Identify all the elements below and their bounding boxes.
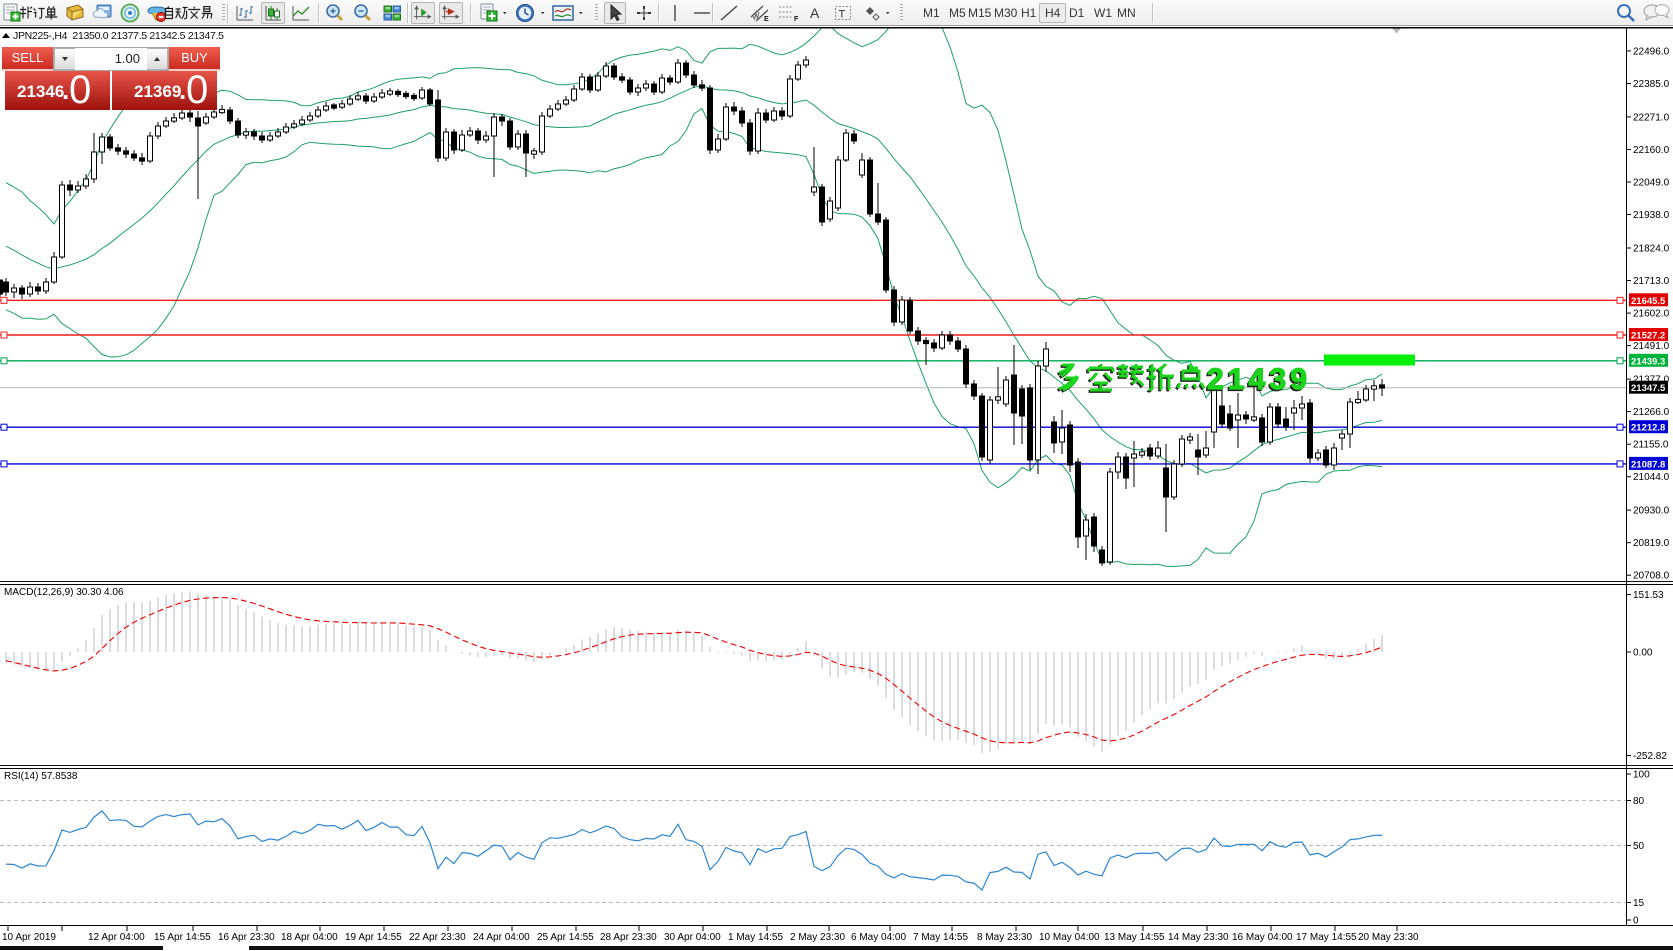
- svg-text:20819.0: 20819.0: [1633, 538, 1670, 549]
- svg-text:14 May 23:30: 14 May 23:30: [1168, 932, 1229, 943]
- svg-text:A: A: [810, 5, 820, 21]
- svg-text:7 May 14:55: 7 May 14:55: [913, 932, 968, 943]
- svg-text:21491.0: 21491.0: [1633, 341, 1670, 352]
- svg-text:21527.2: 21527.2: [1631, 331, 1665, 342]
- svg-text:21713.0: 21713.0: [1633, 276, 1670, 287]
- svg-text:22271.0: 22271.0: [1633, 112, 1670, 123]
- svg-text:21439: 21439: [1206, 364, 1306, 397]
- svg-text:16 Apr 23:30: 16 Apr 23:30: [218, 932, 275, 943]
- svg-text:21087.8: 21087.8: [1631, 459, 1665, 470]
- svg-text:21439: 21439: [1207, 363, 1307, 396]
- svg-text:28 Apr 23:30: 28 Apr 23:30: [600, 932, 657, 943]
- svg-text:-252.82: -252.82: [1633, 751, 1667, 762]
- svg-text:F: F: [794, 16, 799, 23]
- svg-text:12 Apr 04:00: 12 Apr 04:00: [88, 932, 145, 943]
- svg-text:24 Apr 04:00: 24 Apr 04:00: [473, 932, 530, 943]
- svg-text:22 Apr 23:30: 22 Apr 23:30: [409, 932, 466, 943]
- svg-text:10 Apr 2019: 10 Apr 2019: [2, 932, 56, 943]
- svg-text:MACD(12,26,9) 30.30 4.06: MACD(12,26,9) 30.30 4.06: [4, 587, 124, 598]
- svg-text:13 May 14:55: 13 May 14:55: [1104, 932, 1165, 943]
- svg-text:1 May 14:55: 1 May 14:55: [728, 932, 783, 943]
- svg-text:0: 0: [1633, 916, 1639, 927]
- svg-text:21377.0: 21377.0: [1633, 375, 1670, 386]
- svg-text:17 May 14:55: 17 May 14:55: [1296, 932, 1357, 943]
- svg-text:0.00: 0.00: [1633, 648, 1653, 659]
- svg-text:100: 100: [1633, 770, 1650, 781]
- svg-text:21938.0: 21938.0: [1633, 210, 1670, 221]
- svg-text:21044.0: 21044.0: [1633, 472, 1670, 483]
- svg-text:T: T: [839, 9, 846, 21]
- svg-text:22496.0: 22496.0: [1633, 46, 1670, 57]
- svg-text:20 May 23:30: 20 May 23:30: [1358, 932, 1419, 943]
- svg-text:8 May 23:30: 8 May 23:30: [977, 932, 1032, 943]
- svg-text:18 Apr 04:00: 18 Apr 04:00: [281, 932, 338, 943]
- svg-text:21439.3: 21439.3: [1631, 356, 1665, 367]
- svg-text:E: E: [764, 16, 769, 23]
- svg-text:21824.0: 21824.0: [1633, 244, 1670, 255]
- svg-text:80: 80: [1633, 796, 1645, 807]
- svg-text:10 May 04:00: 10 May 04:00: [1039, 932, 1100, 943]
- svg-text:16 May 04:00: 16 May 04:00: [1232, 932, 1293, 943]
- svg-text:25 Apr 14:55: 25 Apr 14:55: [537, 932, 594, 943]
- svg-text:19 Apr 14:55: 19 Apr 14:55: [345, 932, 402, 943]
- svg-text:30 Apr 04:00: 30 Apr 04:00: [664, 932, 721, 943]
- svg-text:22049.0: 22049.0: [1633, 178, 1670, 189]
- svg-text:50: 50: [1633, 841, 1645, 852]
- svg-text:21602.0: 21602.0: [1633, 309, 1670, 320]
- svg-text:21266.0: 21266.0: [1633, 407, 1670, 418]
- svg-text:151.53: 151.53: [1633, 590, 1664, 601]
- svg-text:RSI(14) 57.8538: RSI(14) 57.8538: [4, 771, 78, 782]
- svg-text:15 Apr 14:55: 15 Apr 14:55: [154, 932, 211, 943]
- svg-text:21645.5: 21645.5: [1631, 296, 1666, 307]
- svg-text:20930.0: 20930.0: [1633, 506, 1670, 517]
- svg-text:21347.5: 21347.5: [1631, 383, 1666, 394]
- svg-text:20708.0: 20708.0: [1633, 571, 1670, 582]
- svg-text:2 May 23:30: 2 May 23:30: [790, 932, 845, 943]
- svg-text:22385.0: 22385.0: [1633, 79, 1670, 90]
- svg-text:22160.0: 22160.0: [1633, 145, 1670, 156]
- svg-text:21155.0: 21155.0: [1633, 440, 1669, 451]
- svg-text:6 May 04:00: 6 May 04:00: [851, 932, 906, 943]
- svg-text:15: 15: [1633, 898, 1645, 909]
- svg-text:21212.8: 21212.8: [1631, 423, 1665, 434]
